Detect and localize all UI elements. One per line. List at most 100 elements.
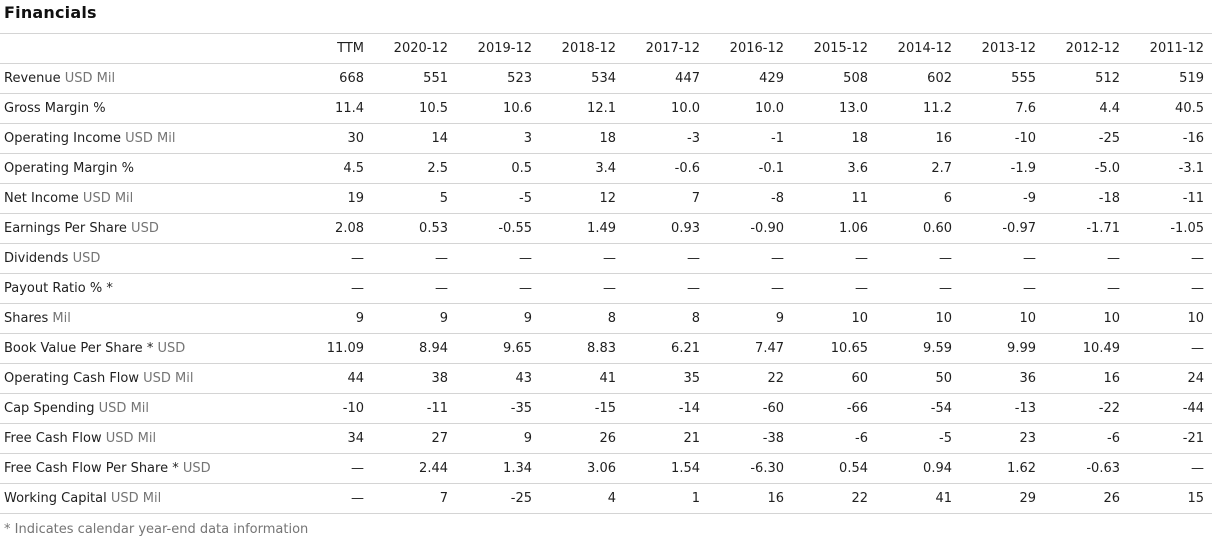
cell-value: — bbox=[952, 243, 1036, 274]
row-unit-text: USD bbox=[178, 461, 211, 476]
table-row: Operating Cash Flow USD Mil 44 38 43 41 35 22 6… bbox=[0, 363, 1212, 394]
row-unit-text: Mil bbox=[48, 311, 71, 326]
cell-value: — bbox=[700, 243, 784, 274]
cell-value: 4.4 bbox=[1036, 93, 1120, 124]
cell-value: 16 bbox=[868, 123, 952, 154]
cell-value: 1.06 bbox=[784, 213, 868, 244]
cell-value: 16 bbox=[700, 483, 784, 514]
cell-value: — bbox=[1120, 243, 1212, 274]
cell-value: 6 bbox=[868, 183, 952, 214]
cell-value: -44 bbox=[1120, 393, 1212, 424]
row-unit-text: USD Mil bbox=[101, 431, 157, 446]
column-header: 2013-12 bbox=[952, 33, 1036, 64]
cell-value: 551 bbox=[364, 63, 448, 94]
cell-value: -38 bbox=[700, 423, 784, 454]
row-label: Revenue USD Mil bbox=[0, 63, 280, 94]
cell-value: — bbox=[616, 273, 700, 304]
cell-value: — bbox=[532, 273, 616, 304]
row-unit-text: USD bbox=[126, 221, 159, 236]
table-row: Net Income USD Mil 19 5 -5 12 7 -8 11 6 -9 -18 -11 bbox=[0, 183, 1212, 214]
row-label-text: Free Cash Flow Per Share * bbox=[4, 461, 179, 476]
cell-value: -22 bbox=[1036, 393, 1120, 424]
cell-value: 555 bbox=[952, 63, 1036, 94]
cell-value: -10 bbox=[280, 393, 364, 424]
cell-value: 29 bbox=[952, 483, 1036, 514]
cell-value: 19 bbox=[280, 183, 364, 214]
cell-value: 5 bbox=[364, 183, 448, 214]
row-label: Free Cash Flow Per Share * USD bbox=[0, 453, 280, 484]
row-label: Gross Margin % bbox=[0, 93, 280, 124]
row-label: Free Cash Flow USD Mil bbox=[0, 423, 280, 454]
cell-value: — bbox=[868, 273, 952, 304]
row-unit-text: USD Mil bbox=[106, 491, 162, 506]
row-label: Working Capital USD Mil bbox=[0, 483, 280, 514]
cell-value: 3.4 bbox=[532, 153, 616, 184]
cell-value: 13.0 bbox=[784, 93, 868, 124]
cell-value: 8 bbox=[532, 303, 616, 334]
cell-value: -0.90 bbox=[700, 213, 784, 244]
row-label-text: Shares bbox=[4, 311, 49, 326]
cell-value: 0.93 bbox=[616, 213, 700, 244]
cell-value: 9 bbox=[364, 303, 448, 334]
cell-value: -6 bbox=[784, 423, 868, 454]
cell-value: 10.0 bbox=[700, 93, 784, 124]
cell-value: 34 bbox=[280, 423, 364, 454]
cell-value: 0.54 bbox=[784, 453, 868, 484]
cell-value: 30 bbox=[280, 123, 364, 154]
cell-value: 3 bbox=[448, 123, 532, 154]
cell-value: 2.5 bbox=[364, 153, 448, 184]
row-label-text: Working Capital bbox=[4, 491, 107, 506]
row-label: Book Value Per Share * USD bbox=[0, 333, 280, 364]
cell-value: 50 bbox=[868, 363, 952, 394]
row-label-text: Gross Margin % bbox=[4, 101, 106, 116]
table-row: Dividends USD — — — — — — — — — — — bbox=[0, 243, 1212, 274]
cell-value: 447 bbox=[616, 63, 700, 94]
cell-value: 8 bbox=[616, 303, 700, 334]
cell-value: — bbox=[784, 273, 868, 304]
cell-value: 18 bbox=[532, 123, 616, 154]
row-label: Operating Cash Flow USD Mil bbox=[0, 363, 280, 394]
cell-value: — bbox=[1036, 273, 1120, 304]
cell-value: 1.49 bbox=[532, 213, 616, 244]
cell-value: 41 bbox=[532, 363, 616, 394]
cell-value: -3.1 bbox=[1120, 153, 1212, 184]
row-label-text: Operating Cash Flow bbox=[4, 371, 139, 386]
column-header: 2018-12 bbox=[532, 33, 616, 64]
cell-value: -9 bbox=[952, 183, 1036, 214]
cell-value: 11.4 bbox=[280, 93, 364, 124]
cell-value: -8 bbox=[700, 183, 784, 214]
cell-value: 11.09 bbox=[280, 333, 364, 364]
cell-value: 534 bbox=[532, 63, 616, 94]
row-label-text: Payout Ratio % * bbox=[4, 281, 113, 296]
cell-value: -13 bbox=[952, 393, 1036, 424]
table-row: Revenue USD Mil 668 551 523 534 447 429 508 602 5… bbox=[0, 63, 1212, 94]
cell-value: 22 bbox=[784, 483, 868, 514]
cell-value: — bbox=[280, 453, 364, 484]
cell-value: 35 bbox=[616, 363, 700, 394]
cell-value: -1.9 bbox=[952, 153, 1036, 184]
row-unit-text: USD Mil bbox=[60, 71, 116, 86]
cell-value: -1.71 bbox=[1036, 213, 1120, 244]
header-row-label-spacer bbox=[0, 33, 280, 64]
cell-value: — bbox=[448, 243, 532, 274]
row-label: Cap Spending USD Mil bbox=[0, 393, 280, 424]
cell-value: -6.30 bbox=[700, 453, 784, 484]
cell-value: 6.21 bbox=[616, 333, 700, 364]
column-header: TTM bbox=[280, 33, 364, 64]
cell-value: 7.47 bbox=[700, 333, 784, 364]
table-row: Payout Ratio % * — — — — — — — — — — — bbox=[0, 273, 1212, 304]
column-header: 2016-12 bbox=[700, 33, 784, 64]
cell-value: 7.6 bbox=[952, 93, 1036, 124]
cell-value: 9 bbox=[280, 303, 364, 334]
cell-value: 41 bbox=[868, 483, 952, 514]
cell-value: — bbox=[364, 243, 448, 274]
cell-value: — bbox=[1120, 333, 1212, 364]
column-header: 2019-12 bbox=[448, 33, 532, 64]
cell-value: 14 bbox=[364, 123, 448, 154]
cell-value: — bbox=[1120, 453, 1212, 484]
column-header: 2014-12 bbox=[868, 33, 952, 64]
cell-value: 38 bbox=[364, 363, 448, 394]
cell-value: 10.0 bbox=[616, 93, 700, 124]
cell-value: 15 bbox=[1120, 483, 1212, 514]
cell-value: 16 bbox=[1036, 363, 1120, 394]
